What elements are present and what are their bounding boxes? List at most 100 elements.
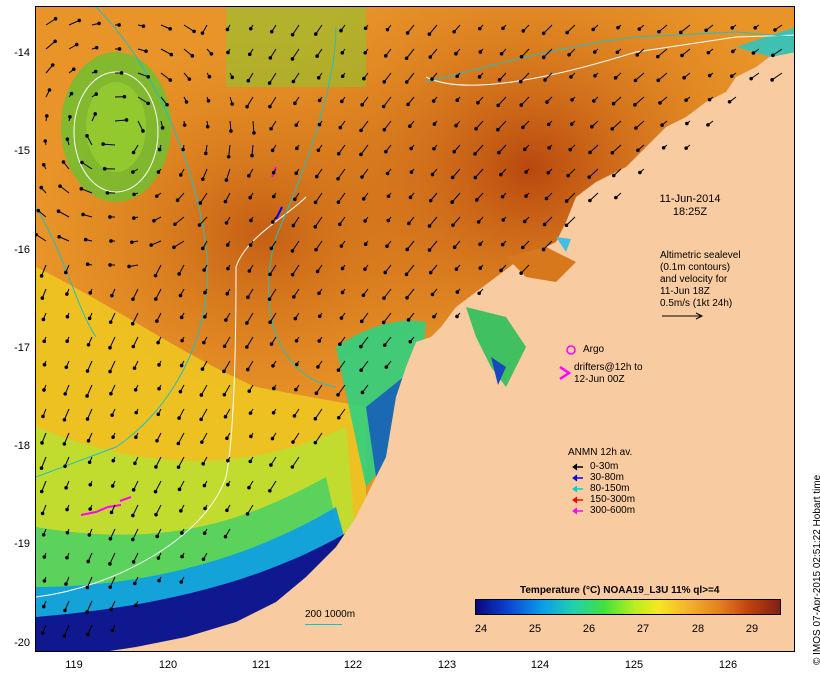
velocity-arrow-head (633, 103, 637, 107)
velocity-arrow-head (771, 53, 775, 58)
velocity-arrow (292, 24, 300, 35)
map-frame[interactable] (35, 6, 795, 652)
velocity-arrow-head (313, 200, 318, 205)
velocity-arrow (63, 624, 70, 637)
velocity-arrow (406, 288, 415, 299)
velocity-arrow-head (570, 98, 574, 102)
velocity-arrow-head (476, 220, 481, 224)
altimetry-line: (0.1m contours) (660, 262, 731, 273)
velocity-arrow (291, 456, 300, 468)
velocity-arrow-head (753, 25, 758, 30)
velocity-arrow-head (290, 249, 295, 253)
velocity-arrow-head (313, 225, 318, 229)
top-right-coast-water (736, 27, 794, 57)
velocity-arrow-head (200, 440, 204, 444)
velocity-arrow (383, 96, 392, 107)
velocity-arrow-head (109, 510, 114, 515)
velocity-arrow-head (206, 99, 211, 103)
velocity-arrow-head (431, 99, 436, 103)
velocity-arrow-head (546, 170, 551, 175)
velocity-arrow-head (202, 340, 206, 345)
y-tick-label: -15 (14, 145, 30, 157)
velocity-arrow-head (102, 166, 107, 171)
velocity-arrow-head (521, 29, 526, 33)
velocity-arrow-head (338, 125, 343, 130)
velocity-arrow-head (409, 170, 414, 174)
velocity-arrow-head (707, 73, 712, 78)
velocity-arrow-head (362, 76, 366, 81)
velocity-arrow-head (53, 16, 58, 21)
velocity-arrow-head (65, 507, 69, 512)
velocity-arrow-head (269, 463, 273, 467)
velocity-arrow-head (684, 98, 688, 102)
velocity-arrow-head (613, 76, 618, 80)
velocity-arrow-head (246, 78, 251, 83)
velocity-arrow (246, 96, 254, 107)
velocity-arrow (406, 240, 415, 250)
velocity-arrow-head (385, 171, 390, 176)
velocity-arrow-head (340, 99, 344, 104)
velocity-arrow-head (706, 123, 710, 127)
velocity-arrow (474, 144, 484, 155)
velocity-arrow-head (272, 386, 276, 391)
velocity-arrow-head (180, 554, 184, 559)
velocity-arrow-head (156, 556, 161, 560)
velocity-arrow-head (202, 531, 207, 535)
velocity-arrow-head (81, 212, 85, 217)
velocity-arrow-head (94, 92, 99, 96)
velocity-arrow-head (153, 297, 158, 301)
x-tick-label: 122 (343, 659, 363, 671)
anmn-item: 300-600m (572, 505, 635, 516)
velocity-arrow-head (404, 56, 409, 61)
velocity-arrow-head (122, 94, 127, 99)
velocity-arrow-head (384, 149, 388, 154)
anmn-item: 150-300m (572, 494, 635, 505)
velocity-arrow-head (291, 295, 296, 299)
velocity-arrow-head (131, 297, 135, 301)
velocity-arrow-head (41, 317, 46, 322)
velocity-arrow-head (86, 559, 90, 564)
velocity-arrow (269, 264, 277, 275)
velocity-arrow (269, 96, 277, 107)
arrow-icon (572, 507, 583, 514)
velocity-arrow-head (157, 578, 161, 583)
velocity-arrow-head (339, 316, 344, 320)
velocity-arrow (315, 192, 323, 203)
depth-contour-swatch (305, 624, 342, 625)
velocity-arrow-head (541, 55, 546, 60)
velocity-arrow-head (131, 170, 135, 174)
velocity-arrow-head (749, 76, 753, 81)
velocity-arrow-head (290, 32, 295, 37)
velocity-arrow-head (450, 175, 455, 180)
velocity-arrow-head (224, 221, 229, 225)
velocity-arrow (200, 384, 208, 396)
velocity-arrow (45, 40, 56, 50)
velocity-arrow (428, 24, 438, 35)
velocity-arrow-head (93, 69, 98, 74)
velocity-arrow (543, 240, 553, 250)
velocity-arrow-head (500, 194, 505, 199)
velocity-arrow-head (615, 50, 620, 55)
velocity-arrow-head (610, 151, 615, 155)
velocity-arrow-head (610, 127, 615, 131)
velocity-arrow (246, 312, 254, 324)
velocity-arrow-head (65, 314, 70, 319)
velocity-arrow-head (41, 532, 46, 537)
velocity-arrow-head (101, 142, 105, 146)
sealevel-contour (73, 71, 159, 193)
velocity-arrow (429, 216, 438, 227)
velocity-arrow-head (293, 316, 298, 321)
velocity-arrow-head (177, 272, 181, 276)
velocity-arrow-head (36, 208, 41, 213)
velocity-arrow-head (80, 160, 84, 165)
velocity-arrow (114, 119, 127, 122)
velocity-arrow-head (382, 343, 387, 347)
velocity-arrow (772, 48, 783, 56)
velocity-arrow-head (41, 162, 46, 167)
velocity-arrow-head (42, 388, 46, 392)
altimetry-line: and velocity for (660, 274, 728, 285)
velocity-arrow-head (522, 219, 527, 224)
velocity-arrow-head (65, 555, 69, 560)
velocity-arrow-head (154, 465, 158, 469)
velocity-arrow-head (68, 115, 72, 119)
